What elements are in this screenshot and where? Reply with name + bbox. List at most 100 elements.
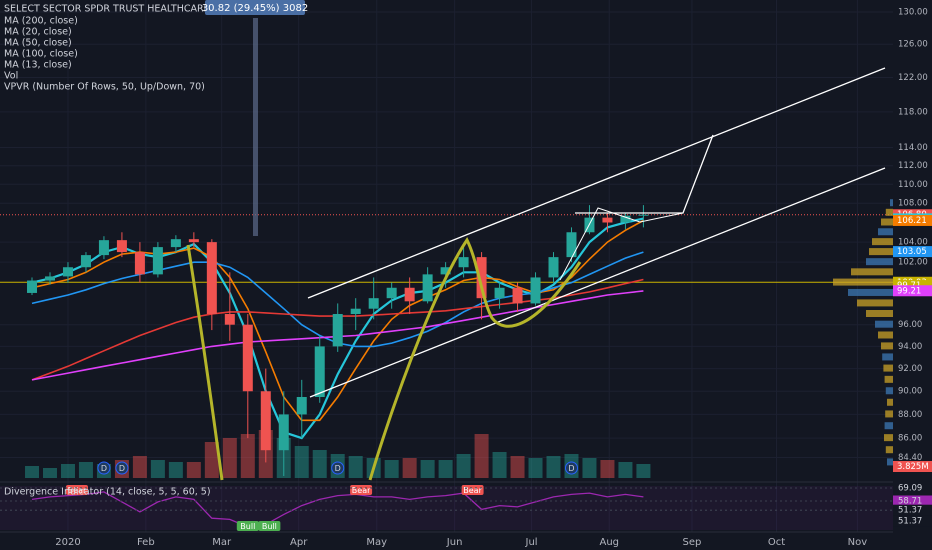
- legend-title: SELECT SECTOR SPDR TRUST HEALTHCARE, 1D,…: [4, 4, 282, 15]
- volume-bar: [150, 460, 165, 478]
- y-tick-label: 86.00: [898, 434, 922, 444]
- candle-body: [476, 257, 487, 299]
- measure-box: [205, 0, 305, 15]
- y-tick-label: 114.00: [898, 143, 928, 153]
- price-label-box: [893, 246, 932, 258]
- candle-body: [260, 391, 271, 451]
- legend-item: MA (100, close): [4, 49, 78, 60]
- volume-bar: [60, 464, 75, 478]
- curve: [368, 237, 582, 481]
- vpvr-bar: [885, 387, 893, 395]
- x-tick-label: Jul: [525, 537, 538, 548]
- x-tick-label: May: [366, 537, 387, 548]
- curve: [186, 244, 224, 481]
- indicator-line: [31, 491, 644, 528]
- vpvr-bar: [857, 299, 893, 307]
- x-tick-label: Feb: [137, 537, 155, 548]
- vpvr-bar: [881, 342, 893, 350]
- volume-bar: [510, 456, 525, 478]
- volume-bar: [132, 456, 147, 478]
- volume-bar: [312, 450, 327, 478]
- price-label-box: [893, 214, 932, 226]
- indicator-label-box: [893, 495, 932, 507]
- legend: SELECT SECTOR SPDR TRUST HEALTHCARE, 1D,…: [4, 0, 308, 498]
- legend-item: MA (200, close): [4, 16, 78, 27]
- y-tick-label: 130.00: [898, 8, 928, 18]
- vpvr-bar: [885, 446, 893, 454]
- candle-body: [620, 215, 631, 223]
- vpvr-bar: [887, 398, 893, 406]
- volume-bar: [384, 460, 399, 478]
- candle-body: [638, 214, 649, 216]
- signal-label: Bull: [240, 522, 255, 531]
- volume-bar: [474, 434, 489, 478]
- y-tick-label: 96.00: [898, 320, 922, 330]
- candle-body: [62, 267, 73, 277]
- volume-bar: [492, 452, 507, 478]
- volume-bar: [582, 458, 597, 478]
- indicator-label-box: [893, 515, 932, 527]
- vpvr-bar: [882, 353, 893, 361]
- legend-item: MA (50, close): [4, 38, 72, 49]
- vpvr: [833, 199, 893, 466]
- legend-item: MA (13, close): [4, 60, 72, 71]
- vpvr-bar: [890, 199, 893, 207]
- vpvr-bar: [878, 228, 893, 236]
- y-tick-label: 104.00: [898, 238, 928, 248]
- candle-body: [386, 287, 397, 299]
- price-label: 99.21: [897, 286, 921, 296]
- measure-label: 30.82 (29.45%) 3082: [202, 3, 308, 14]
- indicator-label-box: [893, 482, 932, 494]
- indicator-label: 58.71: [898, 496, 922, 506]
- measure-bar: [253, 18, 258, 236]
- candle-body: [44, 276, 55, 281]
- y-tick-label: 84.40: [898, 453, 922, 463]
- candle-body: [458, 257, 469, 268]
- signal-box: [236, 521, 259, 531]
- dividend-mark: [564, 461, 578, 475]
- volume-bar: [402, 458, 417, 478]
- candle-body: [602, 217, 613, 223]
- volume-bar: [546, 456, 561, 478]
- candle-body: [134, 252, 145, 275]
- candle-body: [512, 287, 523, 304]
- volume-bar: [438, 460, 453, 478]
- signal-box: [258, 521, 281, 531]
- candle-body: [440, 267, 451, 275]
- x-tick-label: Nov: [848, 537, 868, 548]
- drawings: [186, 18, 886, 481]
- signal-label: Bull: [262, 522, 277, 531]
- candle-body: [350, 308, 361, 315]
- volume-bar: [78, 462, 93, 478]
- vpvr-bar: [884, 434, 893, 442]
- y-tick-label: 118.00: [898, 107, 928, 117]
- axis: 130.00 126.00 122.00 118.00 114.00 112.00 110.…: [0, 8, 932, 548]
- indicator-label: 51.37: [898, 517, 922, 527]
- y-tick-label: 110.00: [898, 180, 928, 190]
- flag: [559, 207, 684, 281]
- vpvr-bar: [881, 218, 893, 226]
- price-axis: [893, 0, 932, 550]
- dividend-label: D: [335, 464, 341, 473]
- vpvr-bar: [833, 278, 893, 286]
- candle-body: [566, 232, 577, 258]
- vpvr-bar: [851, 268, 893, 276]
- dividend-label: D: [101, 464, 107, 473]
- vpvr-bar: [885, 410, 893, 418]
- volume-bar: [25, 466, 40, 478]
- signal-label: Bear: [352, 486, 371, 495]
- candle-body: [494, 287, 505, 299]
- volume-bar: [456, 454, 471, 478]
- volume-bar: [42, 468, 57, 478]
- signal-box: [461, 485, 484, 495]
- price-label: 103.05: [897, 247, 927, 257]
- x-tick-label: 2020: [55, 537, 80, 548]
- candle-body: [278, 414, 289, 451]
- candle-body: [206, 242, 217, 315]
- candle-body: [242, 324, 253, 392]
- x-tick-label: Aug: [599, 537, 619, 548]
- x-tick-label: Oct: [768, 537, 785, 548]
- indicator-label-box: [893, 504, 932, 516]
- y-tick-label: 90.00: [898, 387, 922, 397]
